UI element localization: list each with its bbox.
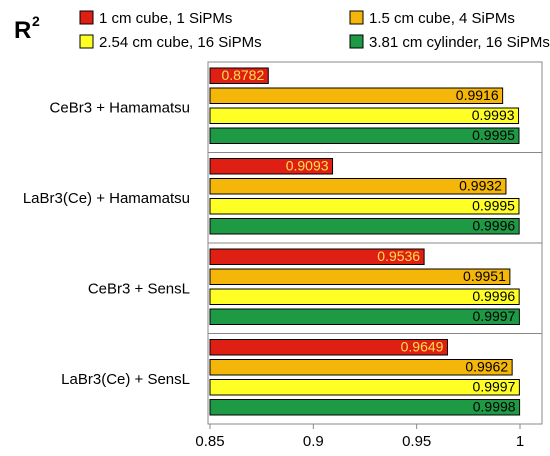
- bar-series3-cebr3-hamamatsu: [209, 107, 520, 124]
- category-label-labr3-ce-hamamatsu: LaBr3(Ce) + Hamamatsu: [23, 190, 190, 207]
- x-tick-label: 0.95: [402, 433, 431, 450]
- legend-swatch-1-5-cm-cube-4-sipms: [349, 10, 364, 25]
- bar-series4-labr3-ce-sensl: [209, 399, 521, 416]
- legend-swatch-3-81-cm-cylinder-16-sipms: [349, 34, 364, 49]
- legend-label-1-5-cm-cube-4-sipms: 1.5 cm cube, 4 SiPMs: [369, 10, 515, 27]
- data-label-series4-cebr3-sensl: 0.9997: [473, 308, 516, 324]
- data-label-series3-labr3-ce-hamamatsu: 0.9995: [472, 198, 515, 214]
- bar-series4-labr3-ce-hamamatsu: [209, 218, 520, 235]
- bar-series4-cebr3-hamamatsu: [209, 127, 520, 144]
- bar-series3-labr3-ce-sensl: [209, 379, 520, 396]
- legend-label-1-cm-cube-1-sipms: 1 cm cube, 1 SiPMs: [99, 10, 232, 27]
- bar-series3-labr3-ce-hamamatsu: [209, 198, 520, 215]
- bar-series1-cebr3-sensl: [209, 248, 425, 265]
- x-tick-label: 0.85: [195, 433, 224, 450]
- x-tick-label: 0.9: [303, 433, 324, 450]
- legend: 1 cm cube, 1 SiPMs 1.5 cm cube, 4 SiPMs 2.…: [79, 10, 550, 51]
- data-label-series4-cebr3-hamamatsu: 0.9995: [472, 127, 515, 143]
- bar-series1-labr3-ce-sensl: [209, 339, 448, 356]
- data-label-series2-cebr3-sensl: 0.9951: [463, 268, 506, 284]
- data-label-series2-labr3-ce-sensl: 0.9962: [465, 359, 508, 375]
- bar-series1-labr3-ce-hamamatsu: [209, 158, 334, 175]
- data-label-series1-cebr3-hamamatsu: 0.8782: [221, 67, 264, 83]
- category-label-cebr3-hamamatsu: CeBr3 + Hamamatsu: [50, 99, 190, 116]
- legend-swatch-1-cm-cube-1-sipms: [79, 10, 94, 25]
- data-label-series1-cebr3-sensl: 0.9536: [377, 248, 420, 264]
- legend-label-2-54-cm-cube-16-sipms: 2.54 cm cube, 16 SiPMs: [99, 34, 262, 51]
- category-label-labr3-ce-sensl: LaBr3(Ce) + SensL: [61, 371, 190, 388]
- bar-series1-cebr3-hamamatsu: [209, 67, 269, 84]
- data-label-series3-labr3-ce-sensl: 0.9997: [473, 379, 516, 395]
- legend-swatch-2-54-cm-cube-16-sipms: [79, 34, 94, 49]
- category-label-cebr3-sensl: CeBr3 + SensL: [88, 280, 190, 297]
- data-label-series3-cebr3-sensl: 0.9996: [472, 288, 515, 304]
- x-tick-label: 1: [516, 433, 524, 450]
- data-label-series2-labr3-ce-hamamatsu: 0.9932: [459, 178, 502, 194]
- bar-series3-cebr3-sensl: [209, 288, 520, 305]
- data-label-series1-labr3-ce-hamamatsu: 0.9093: [286, 158, 329, 174]
- data-label-series4-labr3-ce-hamamatsu: 0.9996: [472, 218, 515, 234]
- bar-series2-labr3-ce-sensl: [209, 359, 513, 376]
- data-label-series2-cebr3-hamamatsu: 0.9916: [456, 87, 499, 103]
- chart-title: R: [14, 17, 31, 44]
- bar-series2-cebr3-hamamatsu: [209, 87, 504, 104]
- plot-area: CeBr3 + Hamamatsu 0.8782 0.9916 0.9993 0.999…: [23, 61, 543, 450]
- legend-label-3-81-cm-cylinder-16-sipms: 3.81 cm cylinder, 16 SiPMs: [369, 34, 550, 51]
- data-label-series1-labr3-ce-sensl: 0.9649: [401, 339, 444, 355]
- data-label-series4-labr3-ce-sensl: 0.9998: [473, 399, 516, 415]
- data-label-series3-cebr3-hamamatsu: 0.9993: [472, 107, 515, 123]
- bar-series2-labr3-ce-hamamatsu: [209, 178, 507, 195]
- bar-series2-cebr3-sensl: [209, 268, 511, 285]
- chart-title-superscript: 2: [32, 13, 40, 29]
- bar-series4-cebr3-sensl: [209, 308, 520, 325]
